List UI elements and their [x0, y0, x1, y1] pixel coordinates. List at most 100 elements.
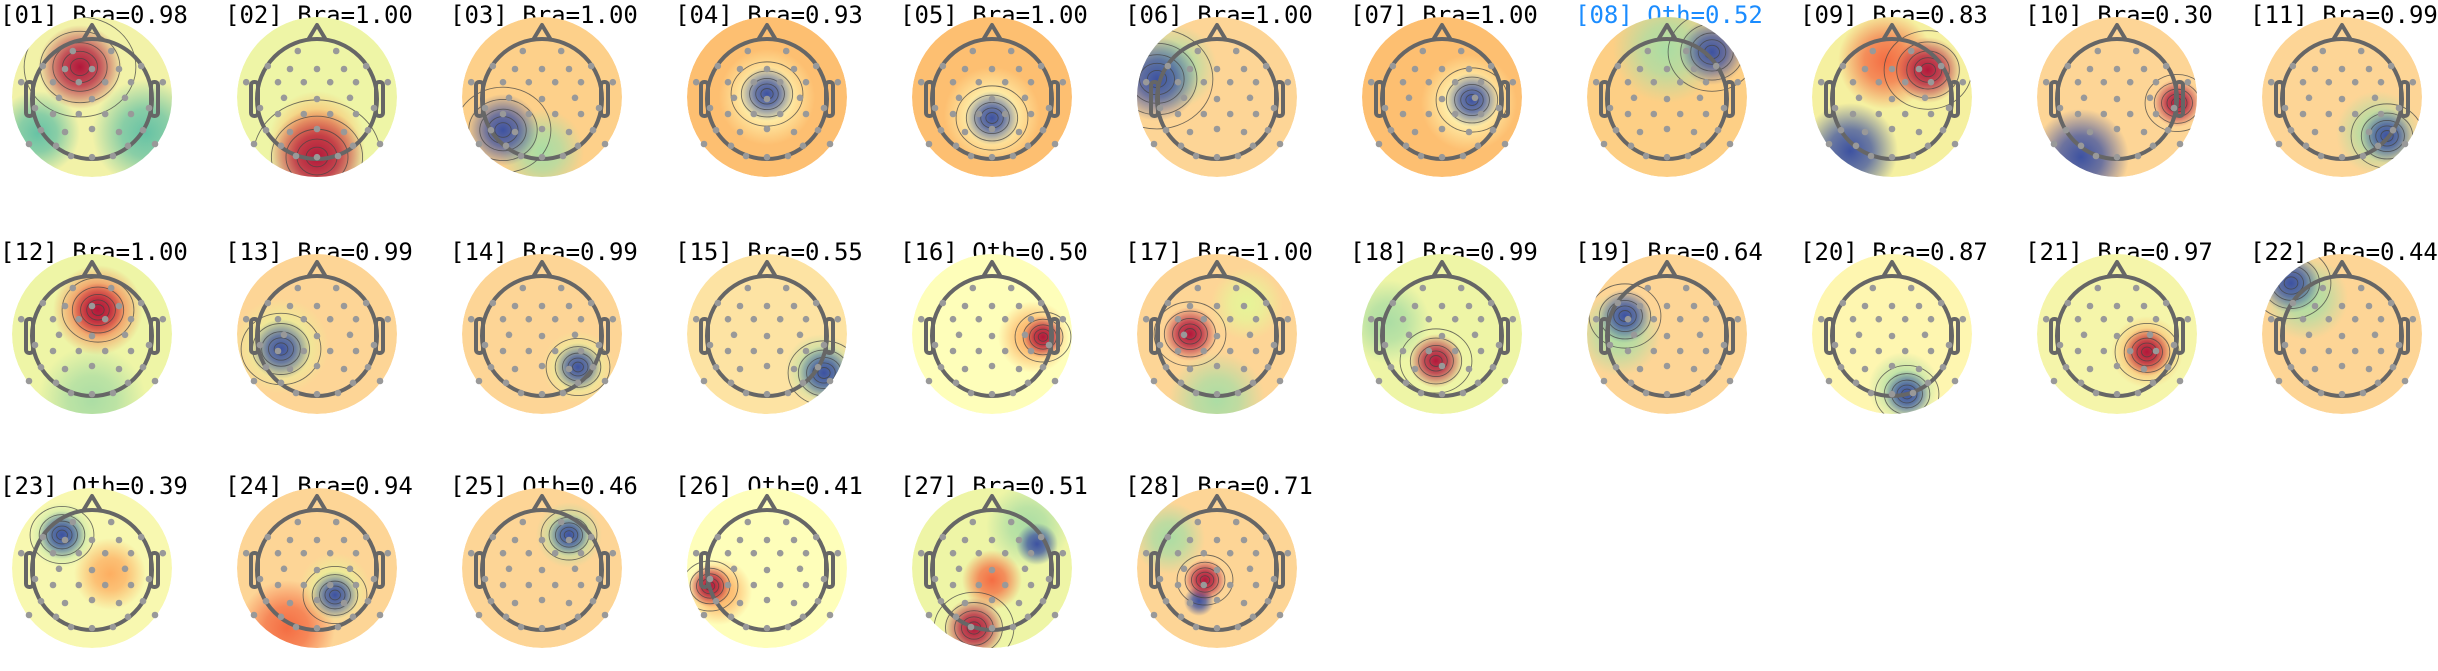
contour-line	[311, 574, 359, 616]
electrode-dot	[1663, 65, 1671, 73]
electrode-dot	[2074, 110, 2082, 118]
electrode-dot	[17, 78, 25, 86]
electrode-dot	[1457, 47, 1465, 55]
electrode-dot	[961, 128, 969, 136]
electrode-dot	[326, 581, 334, 589]
electrode-dot	[499, 549, 507, 557]
electrode-dot	[313, 624, 321, 632]
component-title: [03] Bra=1.00	[450, 1, 638, 29]
electrode-dot	[280, 565, 288, 573]
electrode-dot	[538, 302, 546, 310]
electrode-dot	[1644, 284, 1652, 292]
electrode-dot	[1624, 347, 1632, 355]
electrode-dot	[724, 110, 732, 118]
electrode-dot	[467, 78, 475, 86]
electrode-dot	[349, 379, 357, 387]
electrode-dot	[988, 125, 996, 133]
electrode-dot	[1901, 315, 1909, 323]
topomap	[237, 488, 397, 648]
electrode-dot	[988, 302, 996, 310]
electrode-dot	[1915, 365, 1923, 373]
electrode-dot	[1174, 315, 1182, 323]
field-peak	[1409, 334, 1463, 388]
electrode-dot	[101, 78, 109, 86]
topomap	[687, 254, 847, 414]
electrode-dot	[1156, 575, 1164, 583]
electrode-dot	[2149, 142, 2157, 150]
electrode-dot	[286, 128, 294, 136]
electrode-dot	[1702, 78, 1710, 86]
electrode-dot	[1015, 65, 1023, 73]
electrode-dot	[1150, 140, 1158, 148]
electrode-dot	[1477, 347, 1485, 355]
component-title: [11] Bra=0.99	[2250, 1, 2438, 29]
electrode-dot	[744, 284, 752, 292]
contour-line	[324, 585, 346, 605]
electrode-dot	[349, 142, 357, 150]
electrode-dot	[763, 596, 771, 604]
electrode-dot	[127, 347, 135, 355]
topomap-card: [03] Bra=1.00	[450, 0, 650, 200]
topomap-card: [08] Oth=0.52	[1575, 0, 1775, 200]
electrode-dot	[595, 104, 603, 112]
electrode-dot	[511, 599, 519, 607]
electrode-dot	[115, 65, 123, 73]
contour-line	[52, 42, 108, 92]
electrode-dot	[1425, 347, 1433, 355]
electrode-dot	[967, 389, 975, 397]
field-peak	[38, 346, 146, 414]
electrode-dot	[1852, 142, 1860, 150]
electrode-dot	[1663, 153, 1671, 161]
electrode-dot	[1015, 365, 1023, 373]
electrode-dot	[1457, 284, 1465, 292]
electrode-dot	[1284, 78, 1292, 86]
contour-line	[1424, 350, 1448, 372]
electrode-dot	[2164, 363, 2172, 371]
electrode-dot	[352, 78, 360, 86]
electrode-dot	[101, 347, 109, 355]
electrode-dot	[2092, 152, 2100, 160]
electrode-dot	[2311, 302, 2319, 310]
electrode-dot	[988, 596, 996, 604]
electrode-dot	[2267, 315, 2275, 323]
electrode-dot	[1487, 299, 1495, 307]
electrode-dot	[2086, 128, 2094, 136]
field-peak	[1812, 103, 1898, 177]
electrode-dot	[1270, 104, 1278, 112]
electrode-dot	[1059, 549, 1067, 557]
contour-line	[965, 94, 1019, 142]
electrode-dot	[1676, 78, 1684, 86]
topomap	[1587, 17, 1747, 177]
electrode-dot	[124, 379, 132, 387]
electrode-dot	[799, 379, 807, 387]
electrode-dot	[1663, 362, 1671, 370]
electrode-dot	[1465, 65, 1473, 73]
electrode-dot	[1021, 331, 1029, 339]
electrode-dot	[151, 377, 159, 385]
electrode-dot	[1270, 575, 1278, 583]
electrode-dot	[1909, 152, 1917, 160]
electrode-dot	[574, 142, 582, 150]
electrode-dot	[332, 284, 340, 292]
electrode-dot	[25, 611, 33, 619]
electrode-dot	[1495, 104, 1503, 112]
electrode-dot	[750, 581, 758, 589]
electrode-dot	[1600, 377, 1608, 385]
electrode-dot	[1252, 78, 1260, 86]
electrode-dot	[557, 518, 565, 526]
electrode-dot	[1606, 104, 1614, 112]
electrode-dot	[489, 533, 497, 541]
contour-line	[2141, 346, 2153, 358]
electrode-dot	[538, 125, 546, 133]
electrode-dot	[67, 623, 75, 631]
electrode-dot	[1465, 302, 1473, 310]
electrode-dot	[2064, 62, 2072, 70]
electrode-dot	[1817, 78, 1825, 86]
electrode-dot	[61, 599, 69, 607]
electrode-dot	[2170, 341, 2178, 349]
electrode-dot	[55, 565, 63, 573]
electrode-dot	[1600, 140, 1608, 148]
electrode-dot	[1924, 379, 1932, 387]
electrode-dot	[802, 549, 810, 557]
electrode-dot	[101, 549, 109, 557]
